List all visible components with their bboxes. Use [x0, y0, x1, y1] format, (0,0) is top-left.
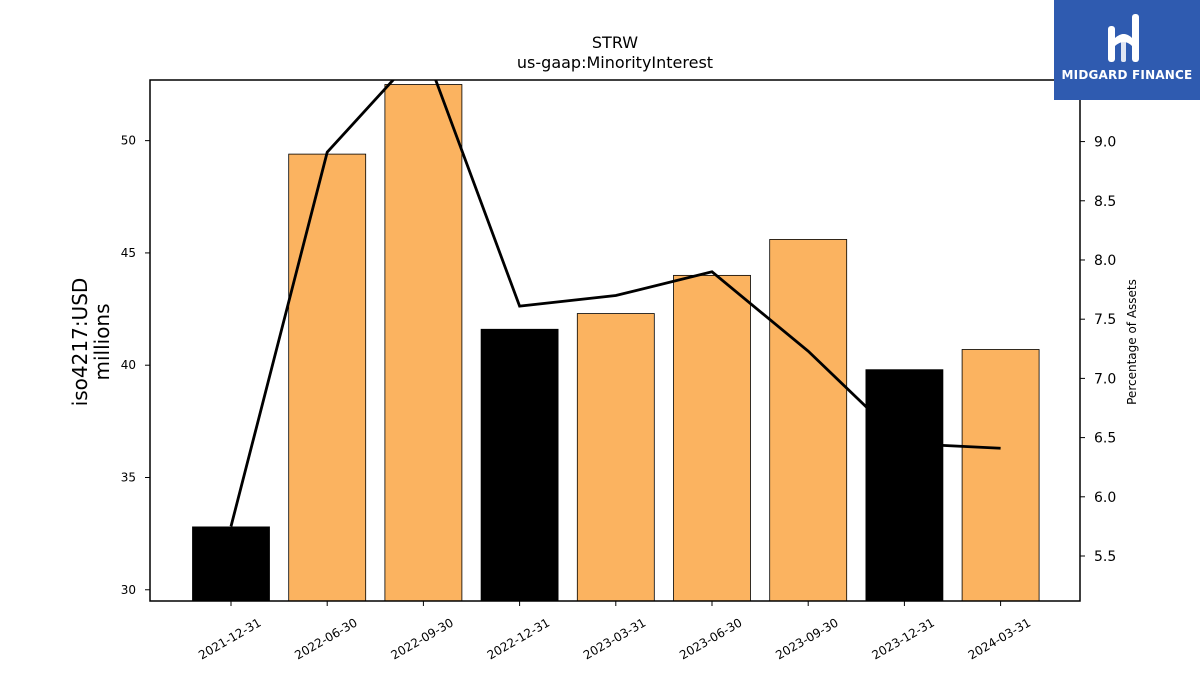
- company-logo: MIDGARD FINANCE: [1054, 0, 1200, 100]
- bar-2023-12-31: [865, 369, 944, 602]
- bar-2023-03-31: [576, 313, 655, 602]
- bar-2022-12-31: [480, 328, 559, 602]
- y-right-tick-label: 9.0: [1094, 135, 1116, 151]
- x-tick-label: 2023-06-30: [677, 615, 744, 662]
- x-tick-label: 2024-03-31: [966, 615, 1033, 662]
- x-tick-label: 2022-09-30: [388, 615, 455, 662]
- logo-mark-icon: [1108, 14, 1139, 62]
- y-right-tick-label: 7.0: [1094, 371, 1116, 387]
- bar-2022-06-30: [288, 153, 367, 602]
- plot-frame: [149, 79, 1081, 602]
- chart-title: STRW: [592, 33, 638, 52]
- y-left-tick-label: 40: [121, 358, 136, 372]
- x-tick-label: 2021-12-31: [196, 615, 263, 662]
- bar-2024-03-31: [961, 349, 1040, 602]
- chart-subtitle: us-gaap:MinorityInterest: [517, 53, 713, 72]
- bar-2023-09-30: [769, 239, 848, 602]
- y-axis-right-label: Percentage of Assets: [1125, 279, 1139, 405]
- y-axis-right: 5.5 6.0 6.5 7.0 7.5 8.0 8.5 9.0: [1080, 135, 1116, 565]
- bars-group: [192, 84, 1040, 602]
- logo-text: MIDGARD FINANCE: [1061, 68, 1193, 82]
- bar-2023-06-30: [673, 274, 751, 602]
- y-right-tick-label: 6.5: [1094, 431, 1116, 447]
- x-tick-label: 2023-03-31: [581, 615, 648, 662]
- line-group: [229, 80, 1001, 527]
- y-right-tick-label: 6.0: [1094, 490, 1116, 506]
- y-left-tick-label: 45: [121, 246, 136, 260]
- x-tick-label: 2023-09-30: [773, 615, 840, 662]
- y-right-tick-label: 8.0: [1094, 253, 1116, 269]
- y-left-tick-label: 30: [121, 583, 136, 597]
- y-right-tick-label: 8.5: [1094, 194, 1116, 210]
- y-right-tick-label: 5.5: [1094, 549, 1116, 565]
- x-tick-label: 2023-12-31: [869, 615, 936, 662]
- x-tick-label: 2022-06-30: [292, 615, 359, 662]
- x-tick-label: 2022-12-31: [485, 615, 552, 662]
- y-left-tick-label: 50: [121, 134, 136, 148]
- y-axis-left: 30 35 40 45 50: [121, 134, 150, 597]
- bar-2022-09-30: [384, 84, 463, 602]
- bar-2021-12-31: [192, 526, 270, 602]
- y-right-tick-label: 7.5: [1094, 312, 1116, 328]
- y-left-tick-label: 35: [121, 470, 136, 484]
- line-percentage-of-assets: [229, 80, 1001, 527]
- y-axis-left-label: iso4217:USDmillions: [68, 278, 114, 407]
- x-axis: 2021-12-31 2022-06-30 2022-09-30 2022-12-31…: [196, 601, 1033, 662]
